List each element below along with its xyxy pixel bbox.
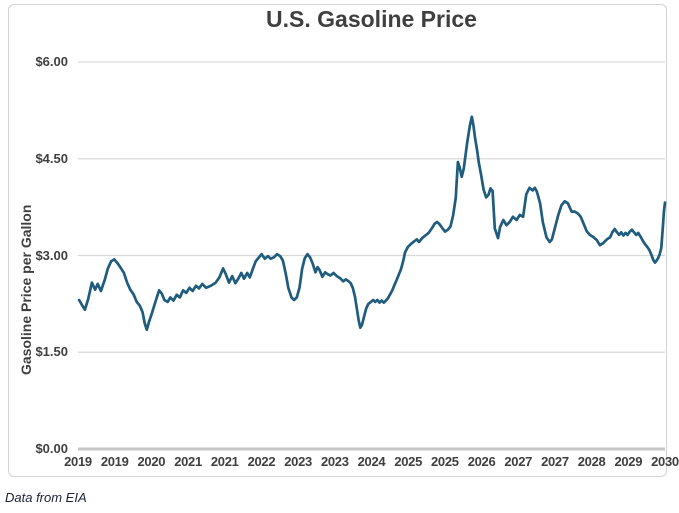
x-tick-label: 2027 [541,454,569,469]
x-tick-label: 2021 [210,454,239,469]
x-tick-label: 2023 [284,454,312,469]
chart-title: U.S. Gasoline Price [266,6,477,32]
x-tick-label: 2029 [614,454,643,469]
x-tick-label: 2030 [651,454,679,469]
source-note: Data from EIA [5,490,87,505]
x-tick-label: 2025 [394,454,423,469]
x-tick-label: 2023 [320,454,349,469]
x-tick-label: 2019 [100,454,129,469]
x-tick-label: 2021 [174,454,202,469]
x-tick-label: 2024 [357,454,386,469]
y-tick-label: $1.50 [35,344,68,360]
x-tick-label: 2026 [467,454,496,469]
x-tick-label: 2019 [64,454,92,469]
y-axis-title: Gasoline Price per Gallon [18,204,34,376]
x-tick-label: 2027 [504,454,533,469]
chart-card [8,4,667,477]
y-tick-label: $3.00 [35,247,68,263]
y-tick-label: $0.00 [35,441,68,456]
x-tick-label: 2020 [137,454,166,469]
y-tick-label: $4.50 [35,150,68,166]
x-tick-label: 2028 [577,454,606,469]
y-tick-label: $6.00 [35,54,68,69]
x-tick-label: 2025 [431,454,459,469]
x-tick-label: 2022 [247,454,276,469]
